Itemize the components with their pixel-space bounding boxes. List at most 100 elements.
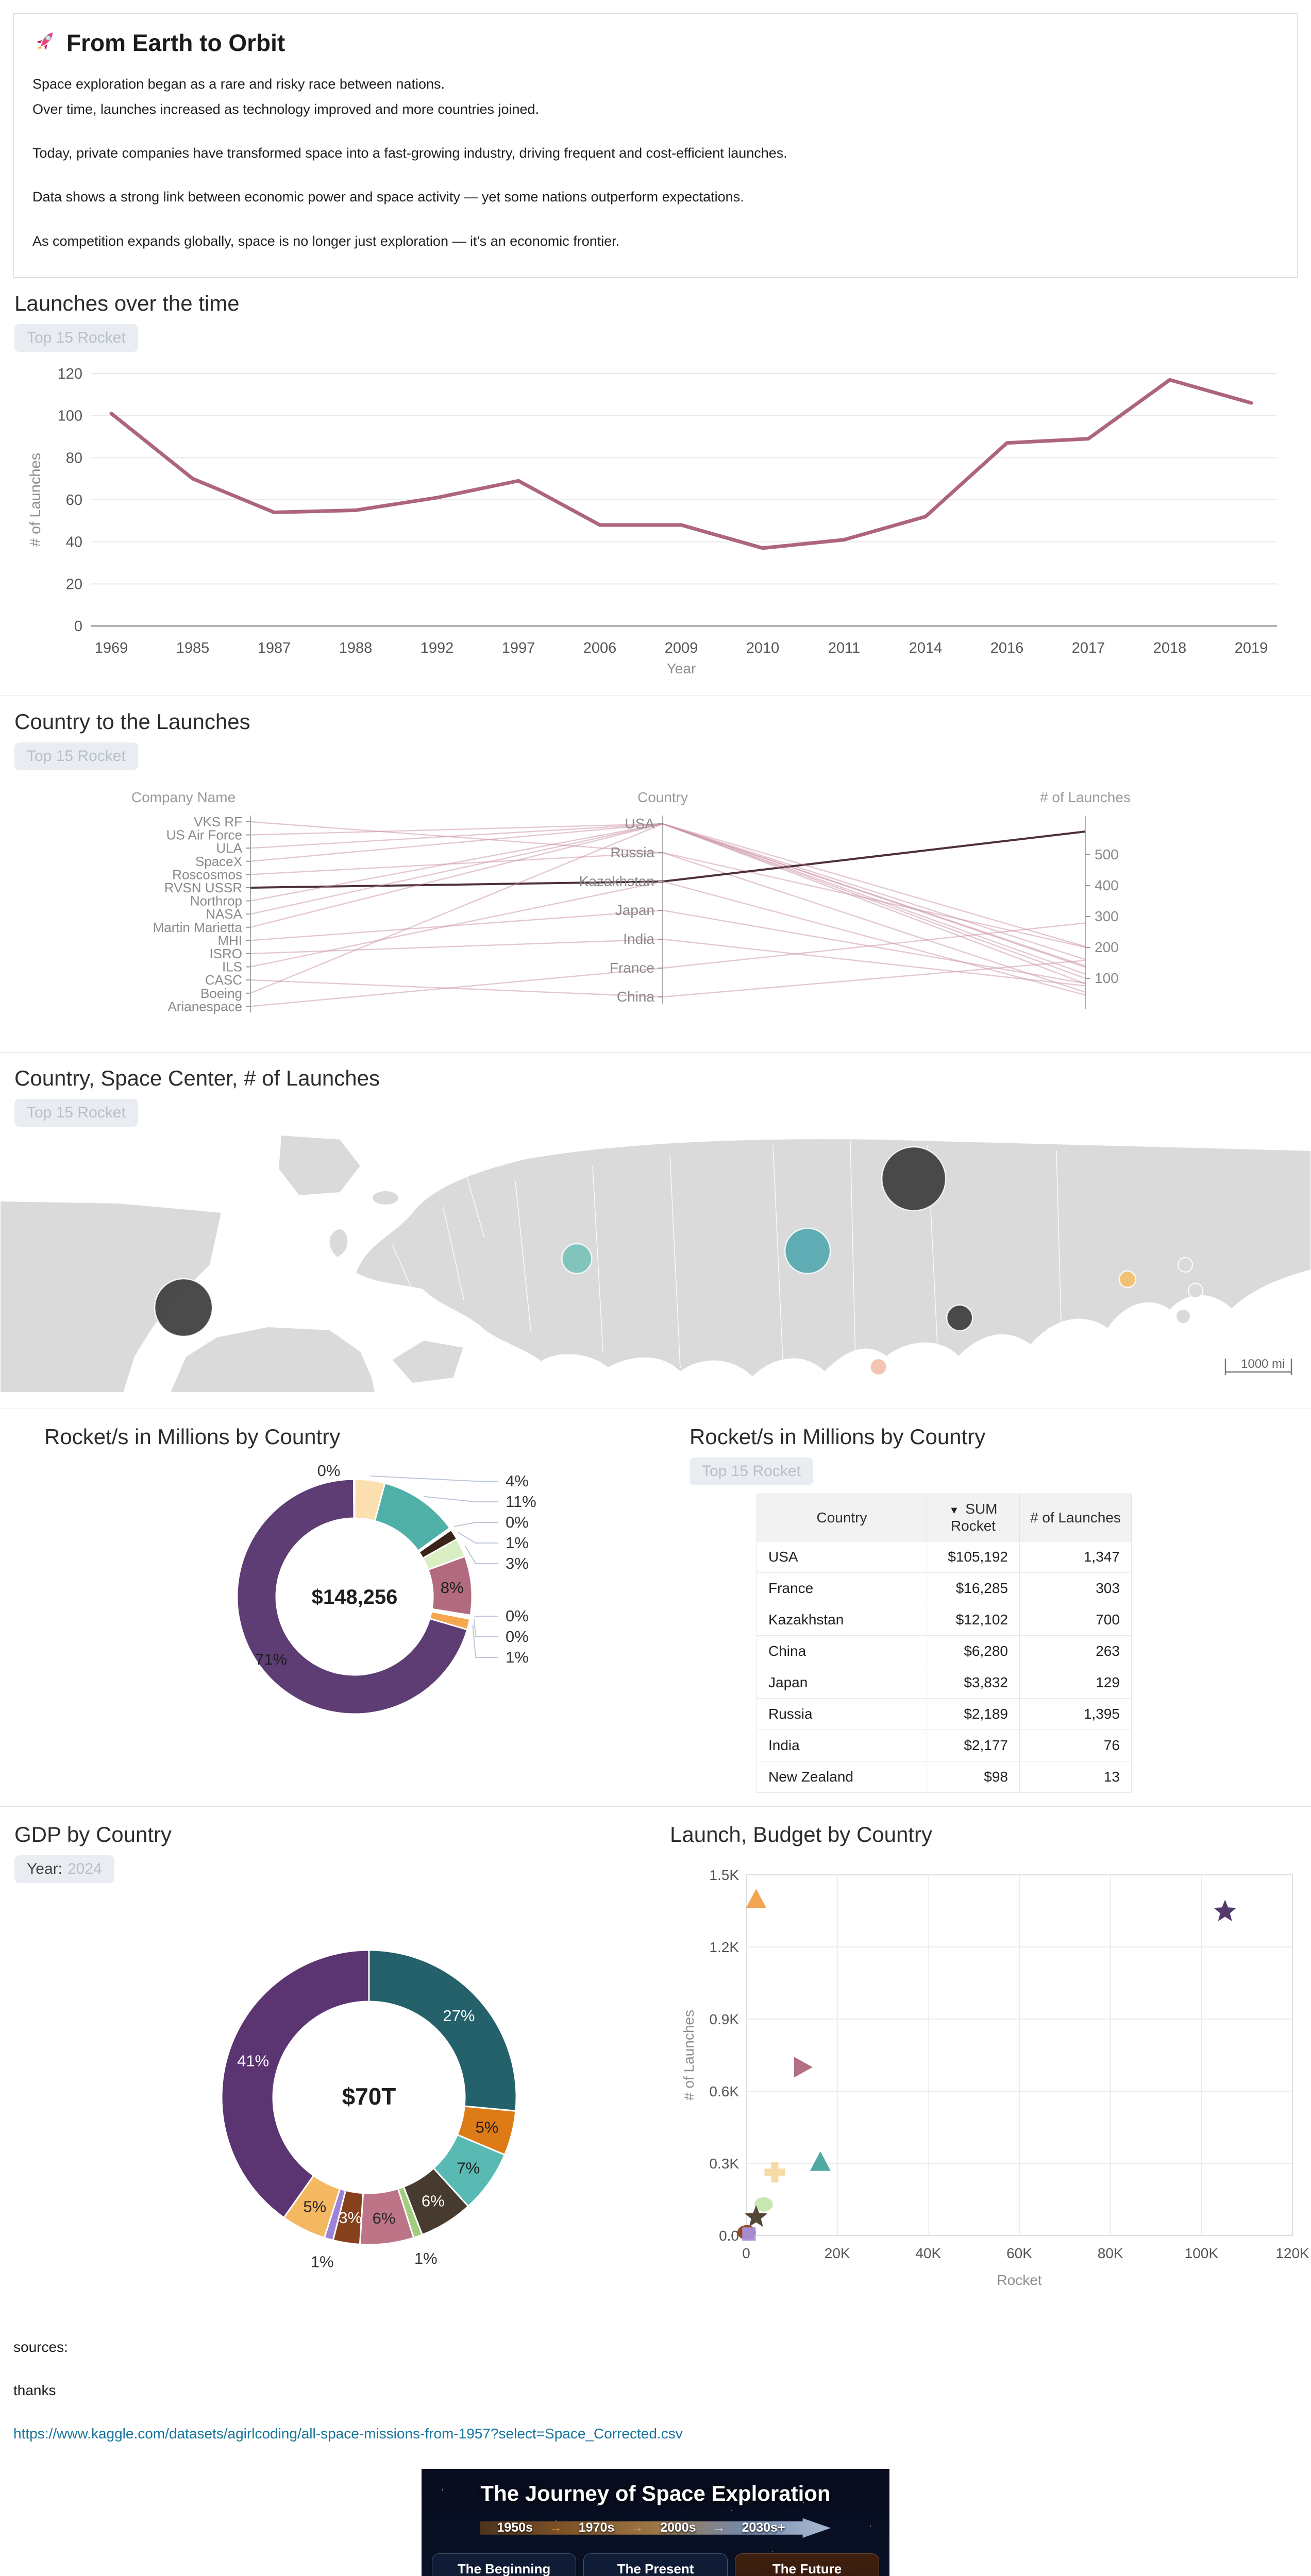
- table-row-France[interactable]: France $16,285 303: [757, 1572, 1132, 1604]
- x-axis-title: Year: [667, 660, 696, 676]
- table-row-Kazakhstan[interactable]: Kazakhstan $12,102 700: [757, 1603, 1132, 1636]
- country-label: China: [617, 989, 655, 1005]
- donut-slice-New Zealand[interactable]: [353, 1478, 356, 1519]
- table-cell[interactable]: 76: [1019, 1729, 1132, 1761]
- table-row-Japan[interactable]: Japan $3,832 129: [757, 1666, 1132, 1699]
- column-header[interactable]: Country: [757, 1493, 927, 1541]
- table-cell[interactable]: $12,102: [927, 1603, 1020, 1636]
- stars-decoration: [442, 2489, 443, 2490]
- map-bubble-France[interactable]: [561, 1243, 593, 1274]
- parallel-coordinates-chart[interactable]: Company Name Country # of Launches VKS RF US…: [13, 778, 1298, 1039]
- slice-label: 0%: [506, 1513, 529, 1531]
- map-bubble-India[interactable]: [869, 1358, 887, 1376]
- parallel-line-Northrop[interactable]: [250, 823, 1086, 985]
- parallel-line-US Air Force[interactable]: [250, 823, 1086, 960]
- year-filter-chip[interactable]: Year: 2024: [14, 1855, 114, 1883]
- table-cell[interactable]: $16,285: [927, 1572, 1020, 1604]
- x-tick: 1985: [176, 640, 210, 656]
- launches-line[interactable]: [109, 378, 1253, 550]
- svg-text:40: 40: [66, 534, 82, 550]
- table-cell[interactable]: France: [757, 1572, 927, 1604]
- svg-text:# of Launches: # of Launches: [1040, 789, 1131, 805]
- parallel-line-ULA[interactable]: [250, 823, 1086, 967]
- filter-chip-top15-table[interactable]: Top 15 Rocket: [690, 1457, 813, 1485]
- table-row-China[interactable]: China $6,280 263: [757, 1635, 1132, 1667]
- parallel-line-Arianespace[interactable]: [250, 922, 1086, 1007]
- table-cell[interactable]: 303: [1019, 1572, 1132, 1604]
- parallel-line-RVSN USSR[interactable]: [250, 830, 1086, 889]
- table-cell[interactable]: $98: [927, 1760, 1020, 1793]
- filter-chip-top15-map[interactable]: Top 15 Rocket: [14, 1098, 138, 1127]
- table-cell[interactable]: $6,280: [927, 1635, 1020, 1667]
- table-cell[interactable]: New Zealand: [757, 1760, 927, 1793]
- table-row-India[interactable]: India $2,177 76: [757, 1729, 1132, 1761]
- scatter-point-Other[interactable]: [742, 2227, 756, 2241]
- donut-slice[interactable]: [221, 1949, 370, 2219]
- table-cell[interactable]: 263: [1019, 1635, 1132, 1667]
- table-cell[interactable]: Russia: [757, 1698, 927, 1730]
- donut-slice-USA[interactable]: [236, 1478, 468, 1715]
- table-cell[interactable]: 13: [1019, 1760, 1132, 1793]
- table-cell[interactable]: $3,832: [927, 1666, 1020, 1699]
- timeline-2000s: 2000s: [660, 2520, 696, 2535]
- table-cell[interactable]: 700: [1019, 1603, 1132, 1636]
- scatter-point-Japan[interactable]: [754, 2197, 773, 2212]
- table-row-Russia[interactable]: Russia $2,189 1,395: [757, 1698, 1132, 1730]
- table-row-New Zealand[interactable]: New Zealand $98 13: [757, 1760, 1132, 1793]
- slice-label: 1%: [311, 2252, 334, 2270]
- map-bubble-China[interactable]: [946, 1304, 973, 1331]
- table-cell[interactable]: 129: [1019, 1666, 1132, 1699]
- table-cell[interactable]: USA: [757, 1540, 927, 1573]
- launches-line-chart[interactable]: 0 20 40 60 80 100 120 1969 1985 1987 1988 1992 1997 2…: [13, 360, 1298, 682]
- dataset-link[interactable]: https://www.kaggle.com/datasets/agirlcod…: [13, 2425, 683, 2442]
- parallel-line-ISRO[interactable]: [250, 938, 1086, 987]
- launch-budget-scatter[interactable]: 0 20K 40K 60K 80K 100K 120K 0.0 0.3K 0.6K 0.9K 1.2K…: [669, 1854, 1311, 2310]
- dashboard: From Earth to Orbit Space exploration be…: [0, 13, 1311, 2576]
- table-cell[interactable]: India: [757, 1729, 927, 1761]
- gdp-donut-chart[interactable]: 27% 5% 7% 6% 1% 6% 3% 1% 5% 41% $70T: [13, 1891, 669, 2306]
- launches-tick: 200: [1095, 939, 1119, 955]
- rocket-icon: [32, 28, 58, 57]
- column-header[interactable]: # of Launches: [1019, 1493, 1132, 1541]
- table-cell[interactable]: 1,347: [1019, 1540, 1132, 1573]
- map-bubble-Russia[interactable]: [881, 1146, 947, 1211]
- rocket-country-table[interactable]: Country ▼ SUM Rocket # of Launches USA $105,19…: [757, 1493, 1132, 1793]
- parallel-line-ILS[interactable]: [250, 880, 1086, 996]
- scatter-point-France[interactable]: [810, 2151, 831, 2171]
- table-row-USA[interactable]: USA $105,192 1,347: [757, 1540, 1132, 1573]
- section-country-to-launches: Country to the Launches Top 15 Rocket Co…: [0, 696, 1311, 1039]
- filter-chip-top15-parallel[interactable]: Top 15 Rocket: [14, 742, 138, 770]
- donut-center-value: $148,256: [312, 1586, 398, 1608]
- rocket-donut-chart[interactable]: 4% 11% 0% 1% 3% 8% 0% 0% 1% 71% 0% $148,256: [13, 1456, 669, 1732]
- table-cell[interactable]: Kazakhstan: [757, 1603, 927, 1636]
- map-bubble-Japan[interactable]: [1118, 1270, 1137, 1288]
- table-cell[interactable]: Japan: [757, 1666, 927, 1699]
- scatter-point-Kazakhstan[interactable]: [794, 2057, 813, 2078]
- donut-slice[interactable]: [368, 1949, 517, 2112]
- scatter-point-China[interactable]: [764, 2162, 785, 2183]
- x-tick: 1987: [258, 640, 291, 656]
- table-cell[interactable]: $105,192: [927, 1540, 1020, 1573]
- launch-sites-map[interactable]: 1000 mi: [0, 1134, 1311, 1395]
- table-cell[interactable]: $2,177: [927, 1729, 1020, 1761]
- company-label: US Air Force: [166, 827, 242, 842]
- slice-label: 41%: [237, 2052, 269, 2070]
- arrow-right-icon: →: [713, 2520, 726, 2535]
- scatter-point-USA[interactable]: [1214, 1900, 1237, 1921]
- parallel-line-CASC[interactable]: [250, 959, 1086, 997]
- table-cell[interactable]: $2,189: [927, 1698, 1020, 1730]
- table-cell[interactable]: China: [757, 1635, 927, 1667]
- card-the-beginning: The Beginning: [432, 2553, 576, 2576]
- map-bubble-USA[interactable]: [154, 1278, 213, 1337]
- filter-chip-top15-line[interactable]: Top 15 Rocket: [14, 324, 138, 352]
- column-header[interactable]: ▼ SUM Rocket: [927, 1493, 1020, 1541]
- timeline-1970s: 1970s: [578, 2520, 615, 2535]
- x-tick: 2006: [583, 640, 617, 656]
- sort-desc-icon[interactable]: ▼: [949, 1504, 960, 1516]
- x-tick: 2010: [746, 640, 780, 656]
- table-cell[interactable]: 1,395: [1019, 1698, 1132, 1730]
- scatter-point-Russia[interactable]: [746, 1888, 767, 1908]
- company-label: RVSN USSR: [164, 880, 242, 895]
- map-bubble-Kazakhstan[interactable]: [784, 1227, 831, 1274]
- scatter-point-India[interactable]: [745, 2205, 768, 2227]
